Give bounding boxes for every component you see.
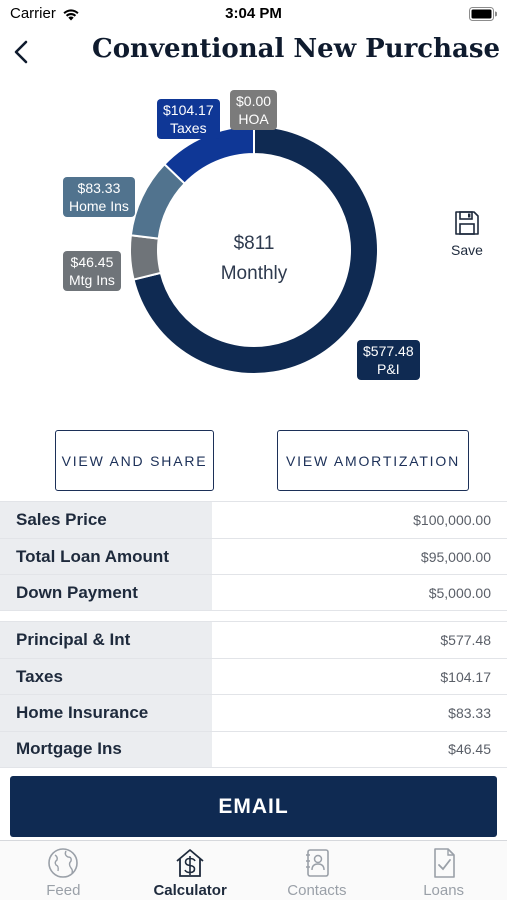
save-button[interactable]: Save bbox=[449, 210, 485, 258]
email-button[interactable]: EMAIL bbox=[10, 776, 497, 837]
chip-mtg-ins-label: Mtg Ins bbox=[69, 272, 115, 288]
chip-hoa-value: $0.00 bbox=[236, 93, 272, 109]
chip-home-ins-label: Home Ins bbox=[69, 198, 129, 214]
table-row-home-insurance: Home Insurance $83.33 bbox=[0, 694, 507, 732]
chip-p-and-i-value: $577.48 bbox=[363, 343, 414, 359]
table-row-taxes: Taxes $104.17 bbox=[0, 657, 507, 695]
table-row-principal-int: Principal & Int $577.48 bbox=[0, 621, 507, 658]
row-label: Taxes bbox=[0, 658, 212, 695]
donut-slice-p-i bbox=[132, 124, 379, 375]
payment-breakdown-chart: $811 Monthly $577.48 P&I $46.45 Mtg Ins … bbox=[0, 80, 507, 420]
table-row-down-payment: Down Payment $5,000.00 bbox=[0, 574, 507, 612]
view-and-share-label: VIEW AND SHARE bbox=[61, 452, 208, 469]
row-label: Down Payment bbox=[0, 575, 212, 611]
tab-loans[interactable]: Loans bbox=[380, 841, 507, 900]
floppy-disk-icon bbox=[455, 211, 479, 235]
donut-chart bbox=[129, 124, 379, 375]
chip-mtg-ins: $46.45 Mtg Ins bbox=[63, 251, 121, 291]
row-value: $46.45 bbox=[448, 741, 491, 758]
view-and-share-button[interactable]: VIEW AND SHARE bbox=[55, 430, 214, 491]
row-label: Principal & Int bbox=[0, 622, 212, 658]
wifi-icon bbox=[63, 8, 79, 20]
contacts-icon bbox=[305, 849, 329, 877]
chip-hoa-label: HOA bbox=[238, 111, 269, 127]
tab-contacts-label: Contacts bbox=[287, 882, 347, 899]
chip-p-and-i-label: P&I bbox=[377, 361, 400, 377]
table-row-sales-price: Sales Price $100,000.00 bbox=[0, 501, 507, 538]
status-bar: Carrier 3:04 PM bbox=[0, 0, 507, 30]
row-value: $83.33 bbox=[448, 705, 491, 722]
chip-home-ins-value: $83.33 bbox=[77, 180, 121, 196]
tab-feed-label: Feed bbox=[46, 882, 81, 899]
table-row-mortgage-ins: Mortgage Ins $46.45 bbox=[0, 731, 507, 768]
battery-icon bbox=[469, 7, 497, 21]
tab-loans-label: Loans bbox=[423, 882, 465, 899]
page-title: Conventional New Purchase bbox=[92, 34, 501, 64]
house-dollar-icon bbox=[176, 849, 204, 877]
nav-header: Conventional New Purchase bbox=[0, 30, 507, 74]
chip-taxes-label: Taxes bbox=[170, 120, 207, 136]
monthly-total-label: Monthly bbox=[220, 263, 288, 284]
chip-taxes-value: $104.17 bbox=[163, 102, 214, 118]
row-label: Home Insurance bbox=[0, 695, 212, 732]
view-amortization-label: VIEW AMORTIZATION bbox=[286, 452, 460, 469]
chip-p-and-i: $577.48 P&I bbox=[357, 340, 420, 380]
chip-taxes: $104.17 Taxes bbox=[157, 99, 220, 139]
chip-mtg-ins-value: $46.45 bbox=[70, 254, 114, 270]
tab-contacts[interactable]: Contacts bbox=[254, 841, 381, 900]
row-value: $5,000.00 bbox=[428, 584, 491, 601]
back-chevron-icon[interactable] bbox=[10, 36, 34, 68]
row-value: $577.48 bbox=[440, 631, 491, 648]
tab-feed[interactable]: Feed bbox=[0, 841, 127, 900]
view-amortization-button[interactable]: VIEW AMORTIZATION bbox=[277, 430, 469, 491]
tab-bar: Feed Calculator Contacts Loans bbox=[0, 840, 507, 900]
row-label: Sales Price bbox=[0, 502, 212, 538]
row-label: Total Loan Amount bbox=[0, 538, 212, 575]
monthly-total-value: $811 bbox=[233, 233, 275, 254]
payment-breakdown-table: Principal & Int $577.48 Taxes $104.17 Ho… bbox=[0, 621, 507, 768]
document-check-icon bbox=[433, 848, 455, 878]
row-value: $100,000.00 bbox=[413, 511, 491, 528]
carrier-info: Carrier bbox=[10, 5, 80, 22]
table-row-total-loan-amount: Total Loan Amount $95,000.00 bbox=[0, 537, 507, 575]
chip-hoa: $0.00 HOA bbox=[230, 90, 278, 130]
carrier-label: Carrier bbox=[10, 5, 56, 22]
loan-summary-table: Sales Price $100,000.00 Total Loan Amoun… bbox=[0, 501, 507, 612]
tab-calculator-label: Calculator bbox=[153, 882, 227, 899]
globe-icon bbox=[48, 848, 79, 878]
row-value: $104.17 bbox=[440, 668, 491, 685]
tab-calculator[interactable]: Calculator bbox=[127, 841, 254, 900]
donut-slice-taxes bbox=[163, 124, 255, 185]
row-value: $95,000.00 bbox=[420, 548, 491, 565]
row-label: Mortgage Ins bbox=[0, 732, 212, 767]
email-label: EMAIL bbox=[218, 794, 289, 818]
clock: 3:04 PM bbox=[225, 5, 282, 22]
chip-home-ins: $83.33 Home Ins bbox=[63, 177, 135, 217]
save-label: Save bbox=[451, 242, 483, 258]
